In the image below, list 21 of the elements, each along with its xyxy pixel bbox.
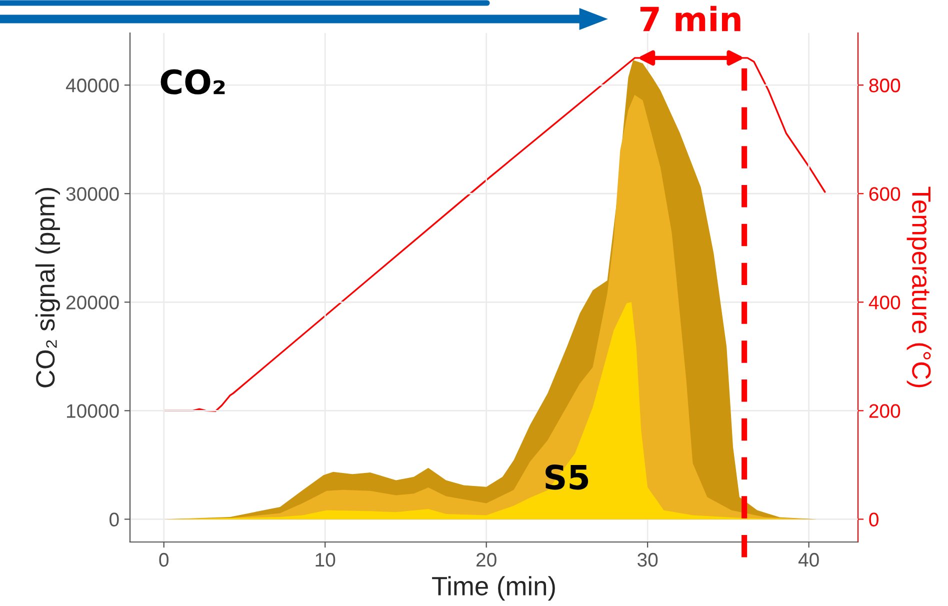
y2-tick-label: 200 [869, 404, 900, 418]
y2-tick-label: 600 [869, 187, 900, 201]
y-tick-label: 30000 [66, 187, 119, 201]
y-tick-label: 20000 [66, 296, 119, 310]
x-tick-label: 10 [316, 552, 336, 567]
y-tick-label: 0 [110, 512, 119, 526]
x-tick-label: 30 [638, 552, 658, 567]
y2-tick-label: 400 [868, 296, 900, 310]
annotation: S5 [546, 464, 588, 490]
y2-tick-label: 800 [869, 78, 900, 92]
x-tick-label: 0 [159, 552, 169, 567]
y2-tick-label: 0 [869, 512, 878, 526]
x-tick-label: 20 [476, 552, 496, 567]
y2-axis-title: Temperature (°C) [906, 186, 932, 388]
text: 7 min [640, 6, 740, 32]
annotation: CO₂ [160, 69, 225, 94]
y-tick-label: 10000 [67, 404, 119, 418]
x-tick-label: 40 [798, 552, 819, 567]
y-tick-label: 40000 [66, 78, 119, 92]
y-axis-title: CO₂ signal (ppm) [35, 188, 60, 388]
x-axis-title: Time (min) [432, 576, 555, 601]
